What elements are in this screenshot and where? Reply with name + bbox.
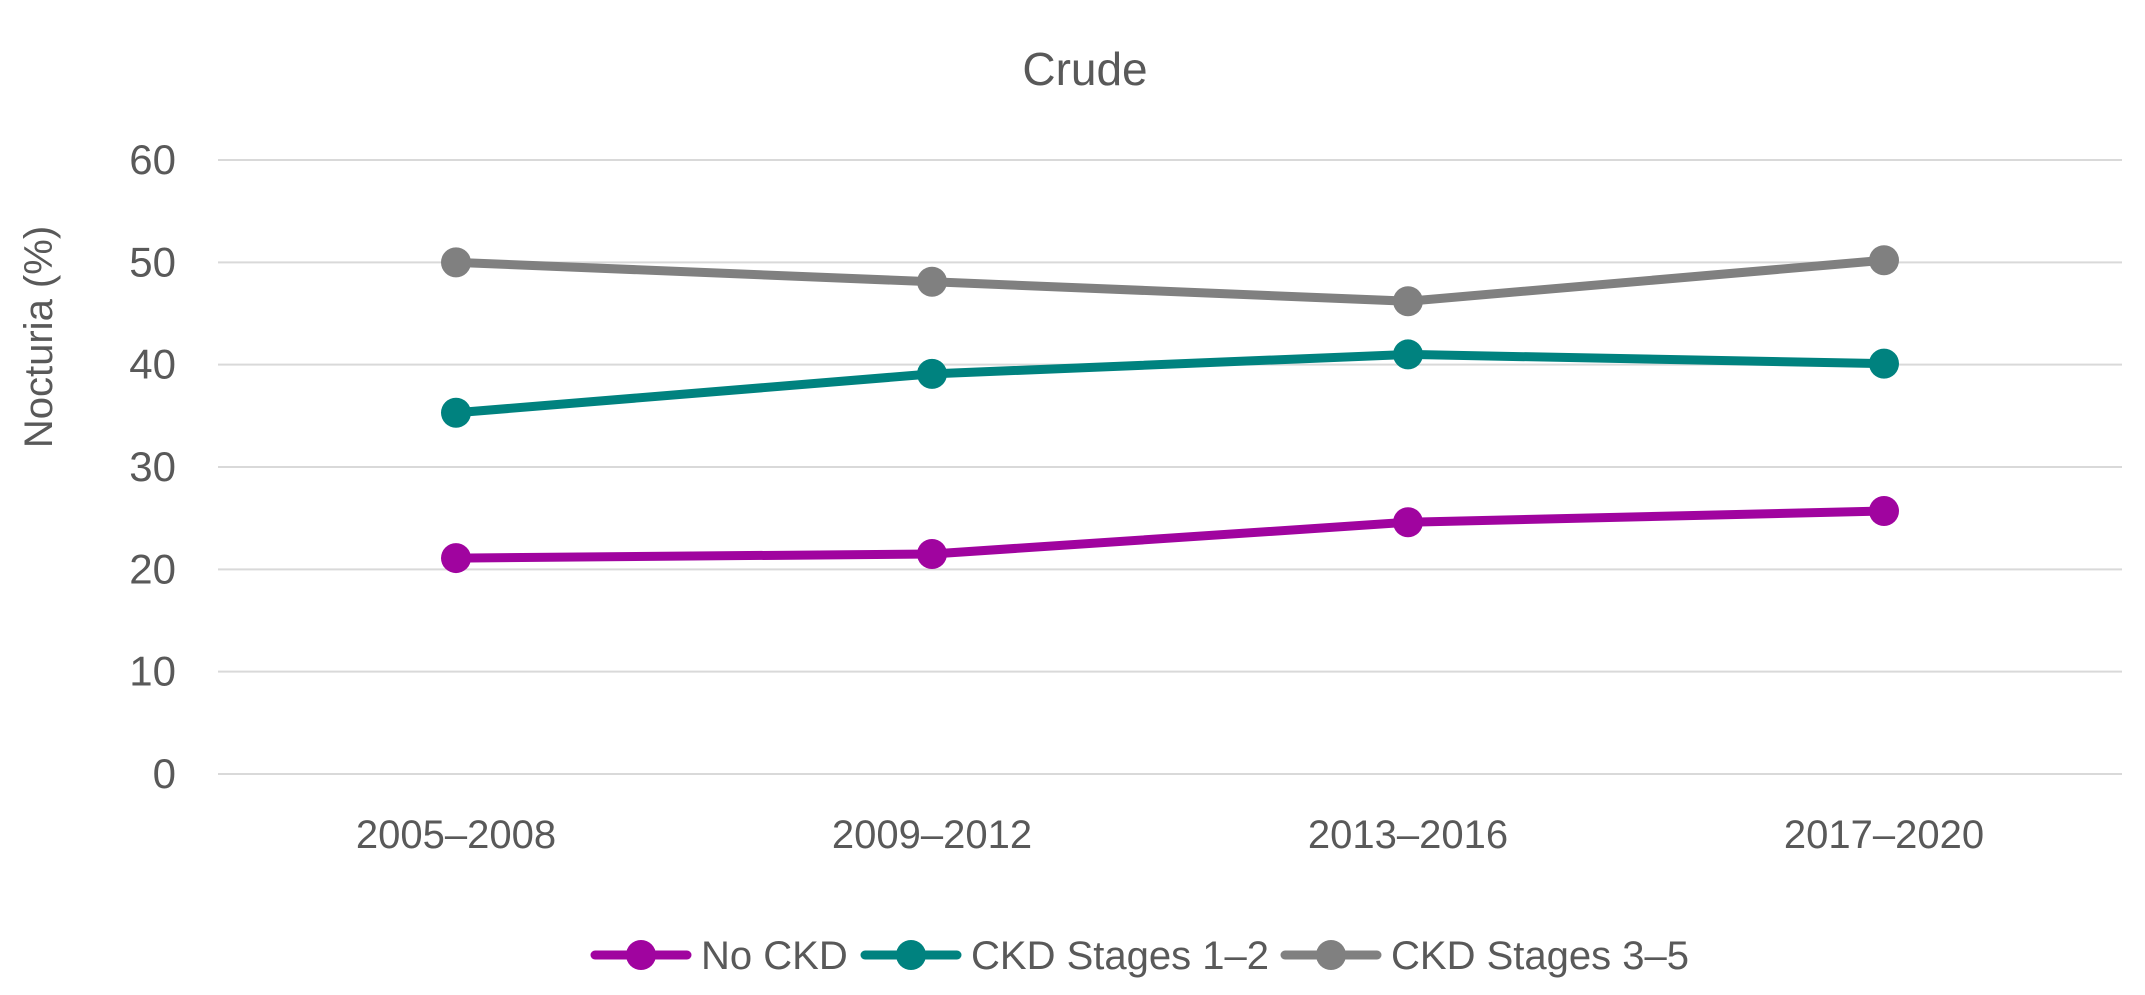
legend-item: CKD Stages 3–5 [1280,934,1689,978]
x-axis-ticks: 2005–2008 2009–2012 2013–2016 2017–2020 [356,813,1984,857]
data-point [917,266,947,297]
series-2 [441,245,1899,317]
series-line [451,349,1889,418]
x-tick-label: 2005–2008 [356,813,556,857]
y-tick-label: 10 [129,648,176,695]
series-1 [441,339,1899,428]
data-point [1869,496,1899,527]
y-tick-label: 50 [129,238,176,285]
legend-swatch-marker [896,940,926,970]
legend-label: CKD Stages 1–2 [971,934,1269,978]
legend-swatch-marker [1316,940,1346,970]
gridlines [218,159,2122,775]
series-line [451,506,1889,563]
x-tick-label: 2009–2012 [832,813,1032,857]
x-tick-label: 2017–2020 [1784,813,1984,857]
data-point [441,397,471,428]
series-lines [441,245,1899,574]
data-point [1869,348,1899,379]
data-point [1393,286,1423,317]
series-line [451,255,1889,306]
legend-item: No CKD [590,934,848,978]
legend-item: CKD Stages 1–2 [860,934,1269,978]
legend-swatch-marker [626,940,656,970]
data-point [1393,339,1423,370]
data-point [1869,245,1899,276]
y-tick-label: 30 [129,443,176,490]
data-point [441,543,471,574]
legend-label: CKD Stages 3–5 [1391,934,1689,978]
legend: No CKD CKD Stages 1–2 CKD Stages 3–5 [590,934,1689,978]
y-axis-ticks: 0 10 20 30 40 50 60 [129,136,176,797]
y-tick-label: 40 [129,341,176,388]
series-0 [441,496,1899,574]
x-tick-label: 2013–2016 [1308,813,1508,857]
data-point [441,247,471,278]
chart-title: Crude [1022,43,1147,95]
y-tick-label: 0 [153,750,176,797]
legend-label: No CKD [701,934,848,978]
y-tick-label: 20 [129,545,176,592]
y-tick-label: 60 [129,136,176,183]
y-axis-label: Nocturia (%) [17,226,61,448]
data-point [917,538,947,569]
data-point [917,358,947,389]
data-point [1393,507,1423,538]
